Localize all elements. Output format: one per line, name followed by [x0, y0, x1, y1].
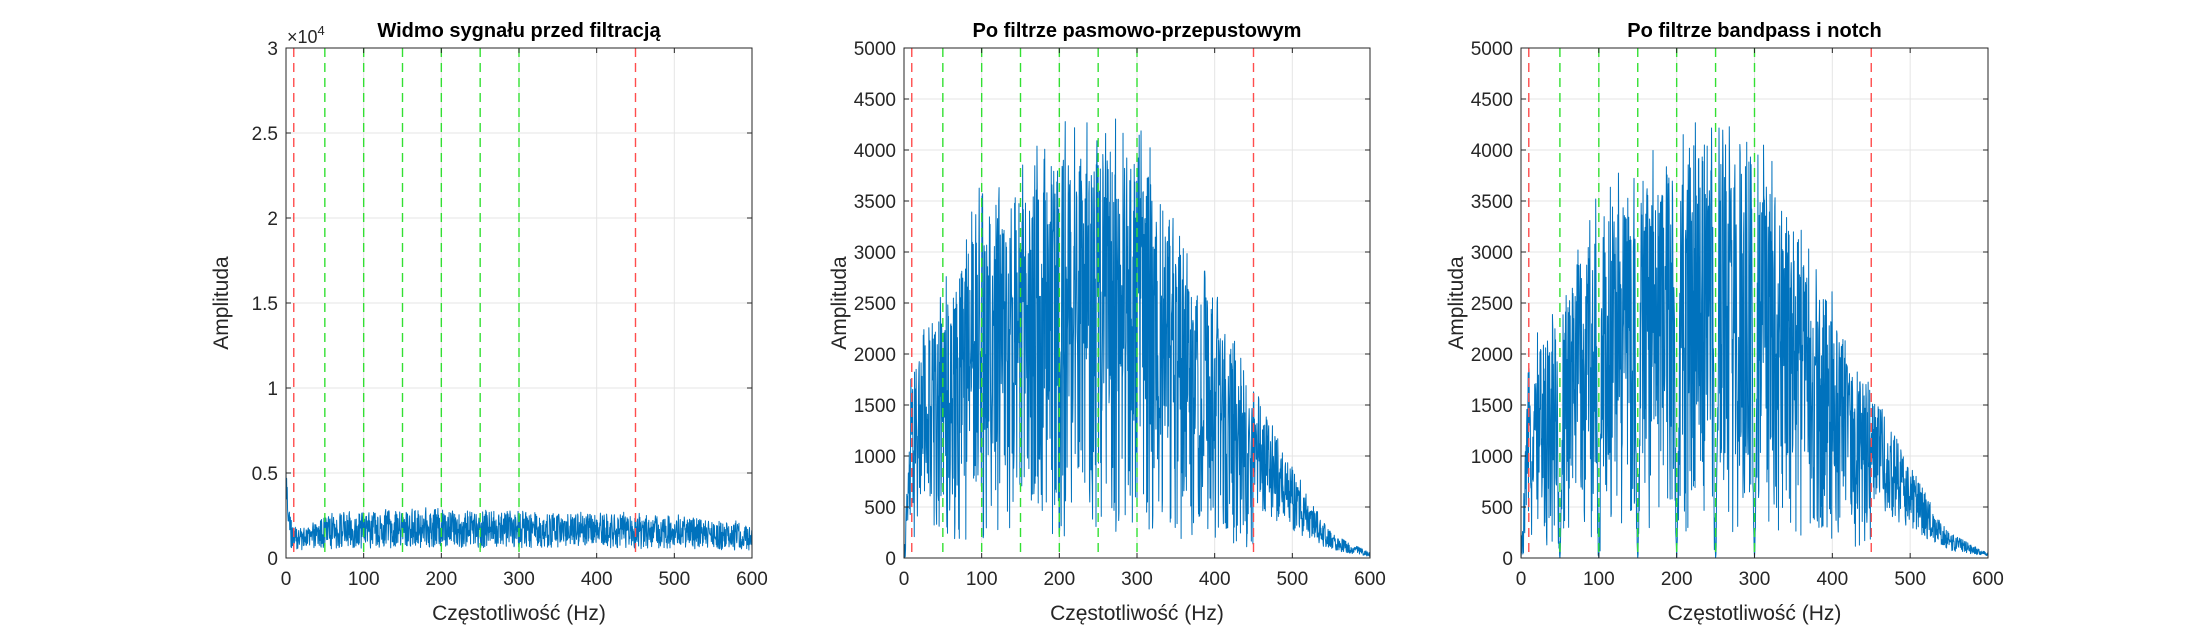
y-tick-label: 2000 [854, 345, 896, 366]
y-tick-label: 1000 [854, 447, 896, 468]
x-tick-label: 600 [1354, 569, 1386, 590]
y-tick-label: 1 [267, 379, 278, 400]
y-tick-label: 2.5 [252, 124, 278, 145]
x-tick-label: 300 [1739, 569, 1771, 590]
x-axis-label: Częstotliwość (Hz) [1050, 602, 1224, 625]
y-tick-label: 5000 [1471, 39, 1513, 60]
x-tick-label: 400 [581, 569, 613, 590]
x-tick-label: 200 [1043, 569, 1075, 590]
x-axis-label: Częstotliwość (Hz) [1668, 602, 1842, 625]
y-exponent-label: ×104 [287, 23, 325, 47]
y-tick-label: 0 [267, 549, 278, 570]
y-tick-label: 500 [1481, 498, 1513, 519]
y-tick-label: 1500 [1471, 396, 1513, 417]
y-exponent-base: ×10 [287, 27, 318, 47]
x-tick-label: 300 [1121, 569, 1153, 590]
y-tick-label: 3500 [1471, 192, 1513, 213]
y-tick-label: 2500 [854, 294, 896, 315]
y-exponent-power: 4 [318, 23, 325, 38]
y-tick-label: 1.5 [252, 294, 278, 315]
y-tick-label: 3 [267, 39, 278, 60]
x-tick-label: 0 [899, 569, 910, 590]
x-tick-label: 500 [658, 569, 690, 590]
y-tick-label: 0.5 [252, 464, 278, 485]
y-tick-label: 4000 [1471, 141, 1513, 162]
y-axis-label: Amplituda [828, 256, 851, 350]
y-axis-label: Amplituda [210, 256, 233, 350]
x-tick-label: 200 [425, 569, 457, 590]
x-tick-label: 100 [1583, 569, 1615, 590]
x-tick-label: 400 [1816, 569, 1848, 590]
y-tick-label: 2 [267, 209, 278, 230]
x-tick-label: 500 [1276, 569, 1308, 590]
chart-title: Widmo sygnału przed filtracją [377, 20, 661, 42]
x-tick-label: 600 [1972, 569, 2004, 590]
y-tick-label: 4500 [1471, 90, 1513, 111]
y-tick-label: 1000 [1471, 447, 1513, 468]
y-tick-label: 1500 [854, 396, 896, 417]
y-tick-label: 500 [864, 498, 896, 519]
chart-panel-3: 0 100 200 300 400 500 600 0 500 1000 1500 2000 2500 3… [1445, 20, 2004, 625]
y-tick-label: 5000 [854, 39, 896, 60]
x-tick-label: 100 [348, 569, 380, 590]
y-tick-label: 0 [1502, 549, 1513, 570]
chart-panel-2: 0 100 200 300 400 500 600 0 500 1000 1500 2000 2500 3… [828, 20, 1386, 625]
y-tick-label: 0 [885, 549, 896, 570]
x-axis-label: Częstotliwość (Hz) [432, 602, 606, 625]
chart-panel-1: 0 100 200 300 400 500 600 0 0.5 1 1.5 2 2.5 3 Widmo sy… [210, 20, 768, 625]
x-tick-label: 100 [966, 569, 998, 590]
y-tick-label: 3500 [854, 192, 896, 213]
chart-title: Po filtrze bandpass i notch [1627, 20, 1881, 42]
y-tick-label: 4000 [854, 141, 896, 162]
y-tick-label: 3000 [854, 243, 896, 264]
y-axis-label: Amplituda [1445, 256, 1468, 350]
y-tick-label: 2000 [1471, 345, 1513, 366]
x-tick-label: 200 [1661, 569, 1693, 590]
x-tick-label: 400 [1199, 569, 1231, 590]
y-tick-label: 3000 [1471, 243, 1513, 264]
x-tick-label: 600 [736, 569, 768, 590]
chart-title: Po filtrze pasmowo-przepustowym [973, 20, 1302, 42]
x-tick-label: 300 [503, 569, 535, 590]
x-tick-label: 0 [281, 569, 292, 590]
y-tick-label: 4500 [854, 90, 896, 111]
y-tick-label: 2500 [1471, 294, 1513, 315]
x-tick-label: 500 [1894, 569, 1926, 590]
x-tick-label: 0 [1516, 569, 1527, 590]
